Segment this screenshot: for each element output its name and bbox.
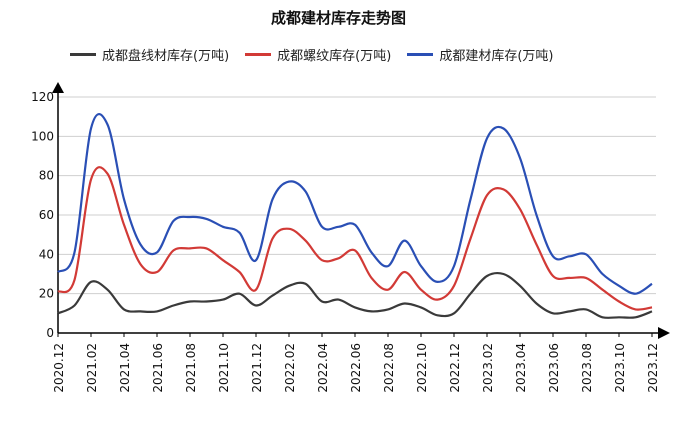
y-tick-60: 60 xyxy=(39,208,54,222)
y-tick-120: 120 xyxy=(31,90,54,104)
legend-item-total: 成都建材库存(万吨) xyxy=(407,45,553,64)
x-tick-2021.10: 2021.10 xyxy=(217,343,231,393)
x-tick-2023.10: 2023.10 xyxy=(613,343,627,393)
x-tick-2021.02: 2021.02 xyxy=(85,343,99,393)
y-tick-0: 0 xyxy=(46,326,54,340)
series-line-wire xyxy=(57,271,653,319)
x-tick-2021.04: 2021.04 xyxy=(118,343,132,393)
y-tick-100: 100 xyxy=(31,129,54,143)
x-tick-2023.08: 2023.08 xyxy=(580,343,594,393)
gridlines xyxy=(58,96,656,295)
x-tick-2023.04: 2023.04 xyxy=(514,343,528,393)
x-tick-2022.02: 2022.02 xyxy=(283,343,297,393)
series-lines xyxy=(57,112,653,319)
y-tick-labels: 0 20 40 60 80 100 120 xyxy=(31,90,54,340)
x-tick-2021.06: 2021.06 xyxy=(151,343,165,393)
x-tick-2023.12: 2023.12 xyxy=(646,343,660,393)
legend: 成都盘线材库存(万吨) 成都螺纹库存(万吨) 成都建材库存(万吨) xyxy=(70,44,569,64)
series-line-total xyxy=(57,112,653,295)
y-tick-80: 80 xyxy=(39,169,54,183)
legend-swatch-rebar xyxy=(245,52,272,56)
y-axis-arrow xyxy=(52,82,64,93)
x-tick-2022.10: 2022.10 xyxy=(415,343,429,393)
x-axis-arrow xyxy=(658,327,670,339)
axes xyxy=(52,82,670,339)
x-tick-2020.12: 2020.12 xyxy=(52,343,66,393)
chart-title: 成都建材库存走势图 xyxy=(270,9,406,27)
x-tick-labels: 2020.12 2021.02 2021.04 2021.06 2021.08 2021.… xyxy=(52,343,660,393)
x-tick-2022.04: 2022.04 xyxy=(316,343,330,393)
legend-label-rebar: 成都螺纹库存(万吨) xyxy=(277,48,392,64)
x-tick-2023.06: 2023.06 xyxy=(547,343,561,393)
x-tick-2022.12: 2022.12 xyxy=(448,343,462,393)
x-tick-2021.12: 2021.12 xyxy=(250,343,264,393)
x-tick-2021.08: 2021.08 xyxy=(184,343,198,393)
y-tick-40: 40 xyxy=(39,247,54,261)
legend-swatch-wire xyxy=(70,52,96,56)
x-tick-2022.08: 2022.08 xyxy=(382,343,396,393)
x-tick-2023.02: 2023.02 xyxy=(481,343,495,393)
y-tick-20: 20 xyxy=(39,287,54,301)
legend-label-total: 成都建材库存(万吨) xyxy=(439,48,554,64)
legend-item-rebar: 成都螺纹库存(万吨) xyxy=(245,45,391,64)
legend-swatch-total xyxy=(407,52,434,56)
legend-label-wire: 成都盘线材库存(万吨) xyxy=(102,48,230,64)
legend-item-wire: 成都盘线材库存(万吨) xyxy=(70,45,229,64)
series-line-rebar xyxy=(57,166,653,311)
x-tick-2022.06: 2022.06 xyxy=(349,343,363,393)
